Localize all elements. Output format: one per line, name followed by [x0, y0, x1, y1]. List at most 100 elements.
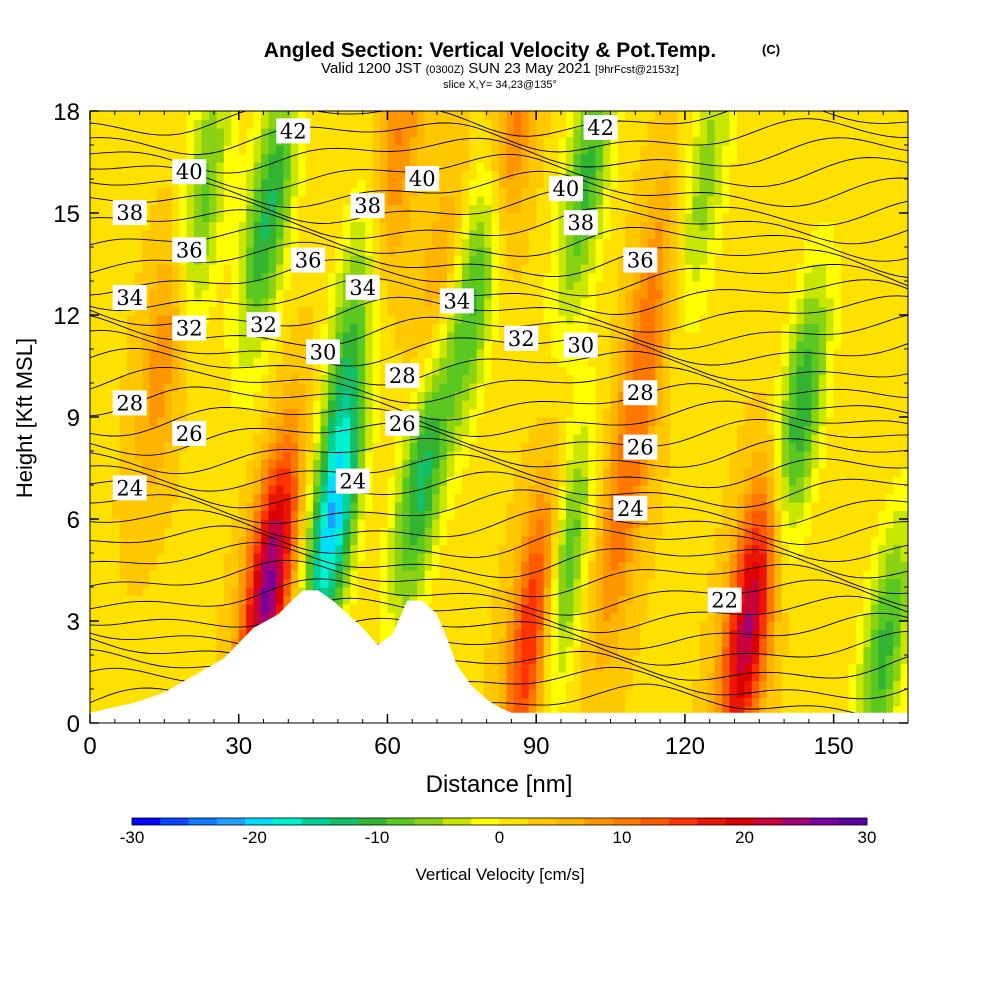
velocity-cell [350, 604, 359, 614]
velocity-cell [283, 238, 292, 248]
velocity-cell [97, 604, 106, 614]
velocity-cell [558, 553, 567, 563]
velocity-cell [543, 561, 552, 571]
velocity-cell [595, 366, 604, 376]
velocity-cell [439, 434, 448, 444]
velocity-cell [499, 493, 508, 503]
velocity-cell [580, 485, 589, 495]
velocity-cell [97, 476, 106, 486]
velocity-cell [246, 289, 255, 299]
velocity-cell [476, 587, 485, 597]
velocity-cell [499, 536, 508, 546]
velocity-cell [216, 366, 225, 376]
velocity-cell [119, 612, 128, 622]
velocity-cell [484, 646, 493, 656]
velocity-cell [365, 179, 374, 189]
velocity-cell [119, 332, 128, 342]
velocity-cell [164, 434, 173, 444]
velocity-cell [275, 434, 284, 444]
velocity-cell [290, 561, 299, 571]
velocity-cell [387, 629, 396, 639]
velocity-cell [134, 527, 143, 537]
velocity-cell [90, 136, 99, 146]
velocity-cell [208, 153, 218, 163]
velocity-cell [603, 706, 612, 716]
velocity-cell [246, 170, 255, 180]
velocity-cell [528, 502, 537, 512]
velocity-cell [313, 400, 322, 410]
velocity-cell [179, 289, 188, 299]
velocity-cell [454, 468, 463, 478]
velocity-cell [513, 230, 522, 240]
velocity-cell [558, 340, 567, 350]
velocity-cell [290, 485, 299, 495]
velocity-cell [558, 332, 567, 342]
velocity-cell [290, 434, 299, 444]
velocity-cell [387, 247, 396, 257]
velocity-cell [543, 604, 552, 614]
velocity-cell [335, 136, 344, 146]
velocity-cell [127, 680, 136, 690]
velocity-cell [335, 578, 344, 588]
velocity-cell [104, 561, 113, 571]
velocity-cell [543, 204, 552, 214]
velocity-cell [156, 434, 165, 444]
velocity-cell [342, 417, 351, 427]
velocity-cell [231, 544, 240, 554]
velocity-cell [417, 315, 426, 325]
velocity-cell [484, 196, 493, 206]
velocity-cell [521, 187, 530, 197]
velocity-cell [409, 255, 418, 265]
velocity-cell [528, 570, 537, 580]
velocity-cell [499, 527, 508, 537]
velocity-cell [528, 315, 537, 325]
velocity-cell [179, 187, 188, 197]
velocity-cell [134, 153, 143, 163]
velocity-cell [275, 247, 284, 257]
velocity-cell [290, 153, 299, 163]
velocity-cell [246, 204, 255, 214]
velocity-cell [461, 323, 470, 333]
velocity-cell [104, 612, 113, 622]
velocity-cell [327, 451, 336, 461]
velocity-cell [156, 485, 165, 495]
velocity-cell [246, 128, 255, 138]
velocity-cell [261, 366, 270, 376]
velocity-cell [208, 425, 218, 435]
velocity-cell [380, 595, 389, 605]
velocity-cell [156, 544, 165, 554]
velocity-cell [417, 519, 426, 529]
velocity-cell [127, 230, 136, 240]
velocity-cell [119, 536, 128, 546]
velocity-cell [149, 213, 158, 223]
velocity-cell [164, 408, 173, 418]
velocity-cell [179, 578, 188, 588]
velocity-cell [194, 136, 203, 146]
velocity-cell [565, 621, 574, 631]
velocity-cell [424, 298, 433, 308]
velocity-cell [134, 306, 143, 316]
velocity-cell [320, 366, 329, 376]
velocity-cell [499, 570, 508, 580]
velocity-cell [558, 442, 567, 452]
velocity-cell [290, 315, 299, 325]
velocity-cell [543, 519, 552, 529]
velocity-cell [290, 493, 299, 503]
velocity-cell [327, 264, 336, 274]
velocity-cell [350, 502, 359, 512]
velocity-cell [216, 153, 225, 163]
velocity-cell [142, 417, 151, 427]
velocity-cell [365, 612, 374, 622]
velocity-cell [268, 349, 277, 359]
velocity-cell [506, 213, 515, 223]
velocity-cell [595, 612, 604, 622]
velocity-cell [216, 408, 225, 418]
velocity-cell [164, 323, 173, 333]
velocity-cell [454, 213, 463, 223]
velocity-cell [372, 502, 381, 512]
velocity-cell [90, 553, 99, 563]
velocity-cell [253, 264, 262, 274]
velocity-cell [573, 544, 582, 554]
velocity-cell [409, 391, 418, 401]
velocity-cell [499, 519, 508, 529]
